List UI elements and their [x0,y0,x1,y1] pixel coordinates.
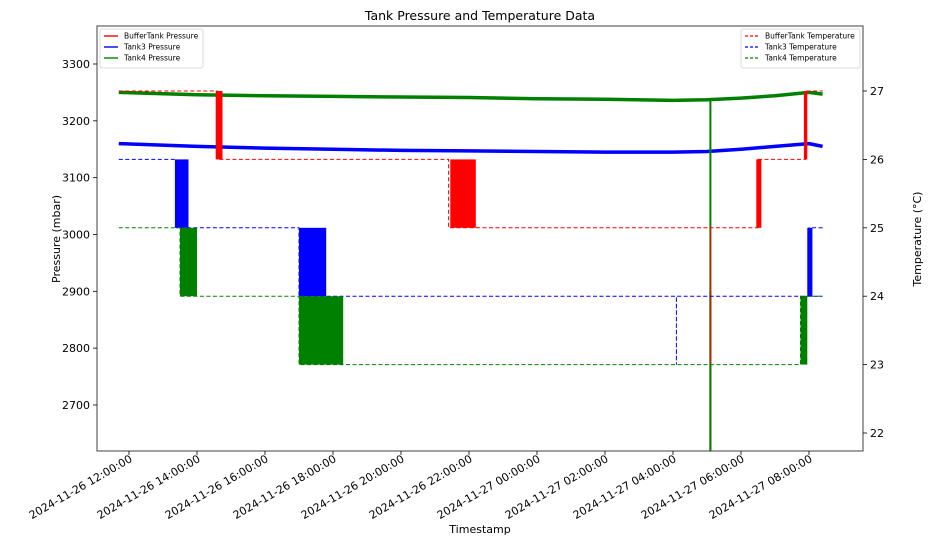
y-tick-label: 3000 [62,228,90,241]
y-tick-label: 2700 [62,399,90,412]
plot-area [96,25,864,452]
legend-pressure: BufferTank Pressure Tank3 Pressure Tank4… [99,28,204,69]
y-tick-label: 3300 [62,58,90,71]
series-tank4-temperature [118,227,823,366]
series-buffertank-temperature [118,90,823,365]
data-layer [118,90,823,451]
y2-tick-label: 22 [870,427,884,440]
y-tick-label: 3100 [62,172,90,185]
y-tick-label: 3200 [62,115,90,128]
legend-item-tank3-temperature: Tank3 Temperature [764,43,837,52]
chart-title: Tank Pressure and Temperature Data [364,8,595,23]
legend-item-buffertank-temperature: BufferTank Temperature [765,32,855,41]
x-axis-label: Timestamp [448,523,510,536]
legend-item-tank4-pressure: Tank4 Pressure [123,54,181,63]
y2-tick-label: 25 [870,222,884,235]
series-tank3-temperature [118,158,823,365]
y2-tick-label: 26 [870,153,884,166]
series-tank3-pressure [118,141,823,154]
legend-item-tank3-pressure: Tank3 Pressure [123,43,181,52]
legend-temperature: BufferTank Temperature Tank3 Temperature… [740,28,861,69]
y-axis-label: Pressure (mbar) [50,195,63,283]
y2-tick-label: 23 [870,359,884,372]
legend-item-buffertank-pressure: BufferTank Pressure [124,32,199,41]
y-tick-label: 2900 [62,285,90,298]
y2-tick-label: 27 [870,85,884,98]
legend-item-tank4-temperature: Tank4 Temperature [764,54,837,63]
y-tick-label: 2800 [62,342,90,355]
y2-tick-label: 24 [870,290,884,303]
y2-axis-label: Temperature (°C) [911,192,924,288]
